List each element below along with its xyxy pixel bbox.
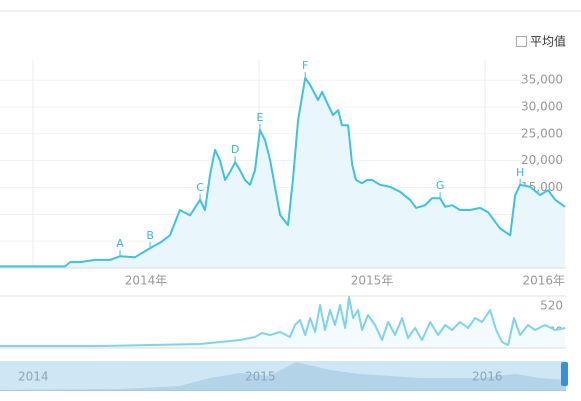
navigator[interactable]: 2014 2015 2016 [0,361,568,391]
annotation-label: F [302,59,308,72]
navigator-label: 2014 [18,370,49,384]
x-tick-label: 2016年 [522,274,565,288]
annotation-label: A [116,237,124,250]
navigator-silhouette [0,362,566,390]
area-fill [0,78,566,268]
navigator-label: 2016 [472,370,503,384]
area-fill [0,297,566,348]
trend-line [0,77,566,268]
annotation-label: B [146,229,154,242]
annotation-label: H [516,166,524,179]
annotation-label: C [196,181,204,194]
annotation-label: E [256,111,263,124]
y-tick-label: 35,000 [521,73,563,87]
average-label[interactable]: 平均值 [530,34,566,49]
annotation-label: D [231,143,239,156]
navigator-handle[interactable] [561,362,568,386]
navigator-label: 2015 [245,370,276,384]
y-tick-label: 520 [540,299,563,313]
average-checkbox[interactable] [516,36,527,47]
x-tick-label: 2014年 [125,274,168,288]
annotation-label: G [436,179,445,192]
y-tick-label: 25,000 [521,126,563,140]
y-tick-label: 20,000 [521,153,563,167]
y-tick-label: 30,000 [521,99,563,113]
trend-line [0,296,566,347]
x-tick-label: 2015年 [351,274,394,288]
